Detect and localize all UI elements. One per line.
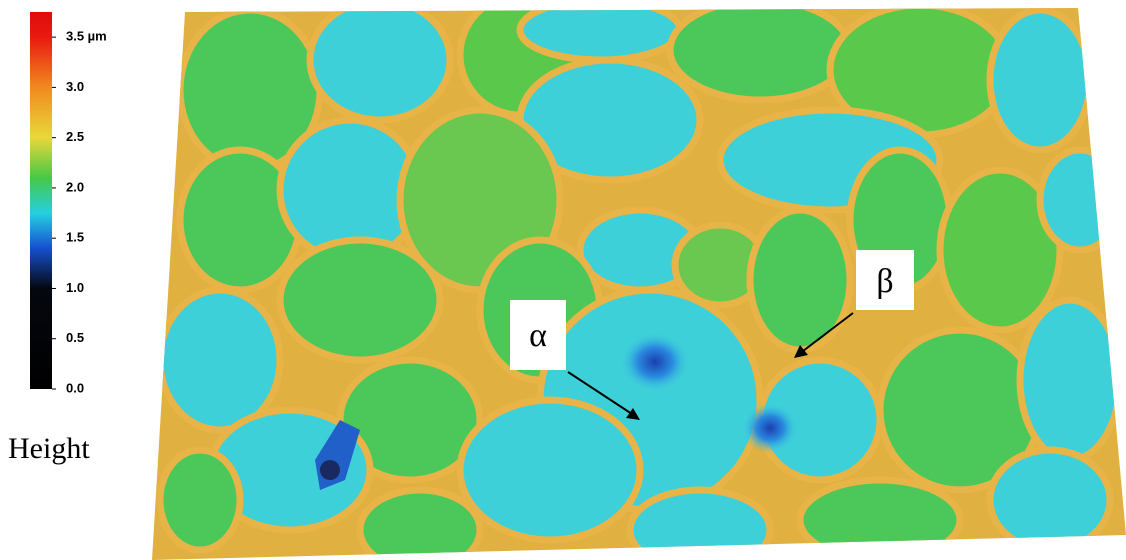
height-map [150, 0, 1126, 560]
tick-label: 2.5 [66, 129, 84, 144]
tick-label: 1.5 [66, 230, 84, 245]
page: {"colorbar": {"label": "Height", "lim": … [0, 0, 1126, 560]
alpha-label: α [529, 317, 547, 354]
colorbar: 3.5 µm 3.0 2.5 2.0 1.5 1.0 0.5 0.0 [30, 12, 107, 395]
height-map-figure: α β 3.5 µm 3.0 2.5 2.0 1.5 1.0 0.5 0.0 Height [0, 0, 1126, 560]
colorbar-scale [30, 12, 52, 389]
colorbar-label: Height [8, 432, 90, 465]
tick-label: 1.0 [66, 280, 84, 295]
beta-label: β [876, 263, 893, 300]
tick-label: 0.0 [66, 380, 84, 395]
tick-label: 3.0 [66, 79, 84, 94]
tick-label: 3.5 µm [66, 29, 107, 44]
tick-label: 2.0 [66, 179, 84, 194]
tick-label: 0.5 [66, 330, 84, 345]
